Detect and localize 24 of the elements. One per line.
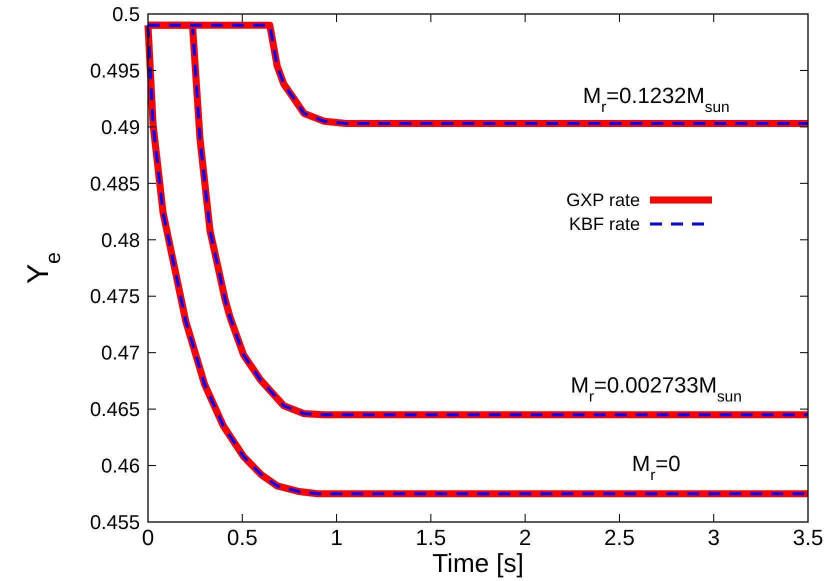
x-axis-title: Time [s] — [432, 548, 524, 578]
y-tick-label: 0.485 — [90, 173, 140, 196]
x-tick-label: 2 — [519, 525, 532, 550]
legend-label: KBF rate — [568, 214, 640, 234]
annotation: M$_{r}$=0.002733M$_{sun}$ — [570, 372, 742, 405]
x-tick-label: 0.5 — [226, 525, 258, 550]
x-tick-label: 3.5 — [792, 525, 824, 550]
x-tick-label: 3 — [708, 525, 720, 550]
y-tick-label: 0.475 — [90, 286, 140, 308]
y-tick-label: 0.455 — [90, 512, 140, 534]
y-tick-label: 0.48 — [101, 230, 140, 252]
y-tick-label: 0.495 — [90, 60, 140, 82]
y-tick-label: 0.47 — [101, 342, 140, 365]
y-tick-label: 0.49 — [101, 116, 140, 139]
x-tick-label: 0 — [142, 525, 154, 550]
annotation: M$_{r}$=0 — [632, 451, 680, 484]
y-tick-label: 0.465 — [90, 399, 140, 422]
legend-label: GXP rate — [566, 190, 640, 210]
annotation: M$_{r}$=0.1232M$_{sun}$ — [582, 82, 730, 116]
x-tick-label: 1.5 — [416, 525, 446, 550]
x-tick-label: 1 — [330, 525, 343, 550]
y-tick-label: 0.46 — [101, 456, 140, 478]
x-tick-label: 2.5 — [604, 525, 635, 550]
y-tick-label: 0.5 — [112, 4, 140, 26]
